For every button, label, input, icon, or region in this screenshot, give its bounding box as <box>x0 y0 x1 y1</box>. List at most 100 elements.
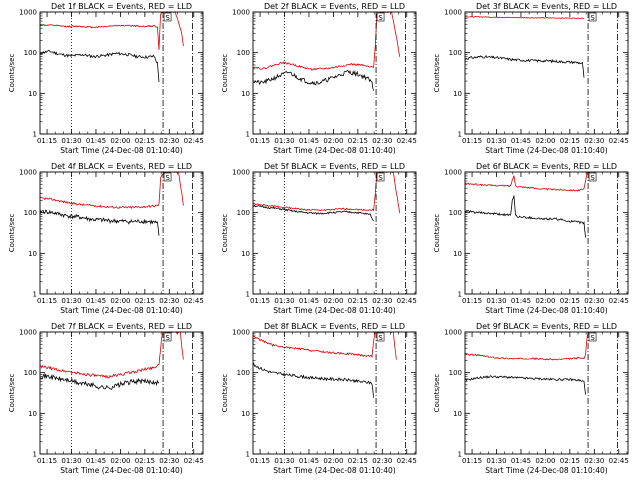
saa-box-label: S <box>165 174 170 182</box>
series-events-line <box>253 69 374 91</box>
y-axis-label: Counts/sec <box>433 54 441 93</box>
panel-title: Det 8f BLACK = Events, RED = LLD <box>264 322 405 331</box>
plot-frame <box>252 171 417 295</box>
saa-box-label: S <box>590 174 595 182</box>
x-tick-label: 01:30 <box>274 297 294 305</box>
x-tick-label: 02:15 <box>348 137 368 145</box>
plot-frame <box>252 331 417 455</box>
x-tick-label: 02:45 <box>397 297 417 305</box>
plot-frame <box>39 171 204 295</box>
x-tick-label: 02:15 <box>135 457 155 465</box>
x-tick-label: 01:30 <box>274 137 294 145</box>
y-tick-label: 1 <box>33 291 37 299</box>
plot-area <box>40 172 193 294</box>
series-events-line <box>253 362 374 398</box>
x-tick-label: 01:15 <box>250 297 270 305</box>
y-tick-label: 100 <box>449 49 462 57</box>
x-tick-label: 01:30 <box>274 457 294 465</box>
y-tick-label: 100 <box>24 49 37 57</box>
series-lld-line <box>465 16 584 19</box>
panel-title: Det 2f BLACK = Events, RED = LLD <box>264 2 405 11</box>
x-tick-label: 01:45 <box>511 297 531 305</box>
x-tick-label: 01:15 <box>462 297 482 305</box>
x-tick-label: 01:15 <box>250 457 270 465</box>
series-lld-line <box>253 172 401 214</box>
plot-frame <box>39 11 204 135</box>
plot-area <box>40 332 193 454</box>
y-tick-label: 1 <box>246 291 250 299</box>
series-lld-line <box>40 172 184 210</box>
plot-area <box>465 332 618 454</box>
saa-box <box>376 12 385 22</box>
x-axis-label: Start Time (24-Dec-08 01:10:40) <box>60 146 182 155</box>
saa-box <box>163 172 172 182</box>
x-tick-label: 02:00 <box>323 457 343 465</box>
saa-box-label: S <box>590 14 595 22</box>
plot-frame <box>464 171 629 295</box>
x-tick-label: 02:30 <box>159 297 179 305</box>
x-tick-label: 02:00 <box>323 137 343 145</box>
y-tick-label: 10 <box>453 250 462 258</box>
x-tick-label: 02:00 <box>110 137 130 145</box>
y-tick-label: 10 <box>453 410 462 418</box>
series-events-line <box>40 49 160 83</box>
chart-panel-8: Det 8f BLACK = Events, RED = LLD Counts/s… <box>221 322 417 475</box>
series-lld-line <box>253 12 401 71</box>
y-tick-label: 10 <box>241 410 250 418</box>
x-tick-label: 01:30 <box>61 457 81 465</box>
series-lld-line <box>465 172 591 192</box>
y-tick-label: 100 <box>24 209 37 217</box>
chart-panel-9: Det 9f BLACK = Events, RED = LLD Counts/s… <box>433 322 629 475</box>
chart-panel-4: Det 4f BLACK = Events, RED = LLD Counts/s… <box>8 162 204 315</box>
y-tick-label: 1000 <box>19 9 37 17</box>
x-tick-label: 01:45 <box>86 297 106 305</box>
series-lld-line <box>40 12 184 51</box>
x-tick-label: 02:15 <box>560 457 580 465</box>
panel-title: Det 7f BLACK = Events, RED = LLD <box>51 322 192 331</box>
y-axis-label: Counts/sec <box>221 374 229 413</box>
chart-panel-6: Det 6f BLACK = Events, RED = LLD Counts/s… <box>433 162 629 315</box>
x-tick-label: 01:45 <box>511 137 531 145</box>
x-tick-label: 02:45 <box>184 457 204 465</box>
y-tick-label: 1000 <box>19 169 37 177</box>
y-tick-label: 100 <box>24 369 37 377</box>
saa-box-label: S <box>165 14 170 22</box>
y-tick-label: 100 <box>449 369 462 377</box>
x-tick-label: 02:45 <box>609 457 629 465</box>
plot-area <box>465 172 618 294</box>
y-axis-label: Counts/sec <box>8 374 16 413</box>
x-axis-label: Start Time (24-Dec-08 01:10:40) <box>273 146 395 155</box>
x-tick-label: 02:00 <box>535 137 555 145</box>
x-tick-label: 02:45 <box>609 297 629 305</box>
saa-box-label: S <box>590 334 595 342</box>
panel-title: Det 1f BLACK = Events, RED = LLD <box>51 2 192 11</box>
x-tick-label: 01:45 <box>299 137 319 145</box>
x-tick-label: 01:30 <box>61 137 81 145</box>
x-tick-label: 02:15 <box>348 297 368 305</box>
y-tick-label: 10 <box>28 410 37 418</box>
y-axis-label: Counts/sec <box>433 374 441 413</box>
x-tick-label: 02:45 <box>397 457 417 465</box>
y-tick-label: 100 <box>237 369 250 377</box>
x-tick-label: 02:30 <box>372 137 392 145</box>
x-tick-label: 02:30 <box>372 457 392 465</box>
chart-panel-5: Det 5f BLACK = Events, RED = LLD Counts/s… <box>221 162 417 315</box>
saa-box <box>376 332 385 342</box>
y-tick-label: 10 <box>453 90 462 98</box>
plot-area <box>465 12 618 134</box>
x-tick-label: 02:15 <box>560 137 580 145</box>
x-tick-label: 02:30 <box>372 297 392 305</box>
x-tick-label: 02:30 <box>159 457 179 465</box>
y-tick-label: 10 <box>241 250 250 258</box>
series-events-line <box>40 372 160 390</box>
x-tick-label: 01:30 <box>61 297 81 305</box>
chart-panel-7: Det 7f BLACK = Events, RED = LLD Counts/s… <box>8 322 204 475</box>
y-axis-label: Counts/sec <box>8 54 16 93</box>
panel-title: Det 3f BLACK = Events, RED = LLD <box>476 2 617 11</box>
y-axis-label: Counts/sec <box>8 214 16 253</box>
saa-box <box>588 332 597 342</box>
saa-box-label: S <box>378 14 383 22</box>
saa-box-label: S <box>378 334 383 342</box>
y-axis-label: Counts/sec <box>221 214 229 253</box>
